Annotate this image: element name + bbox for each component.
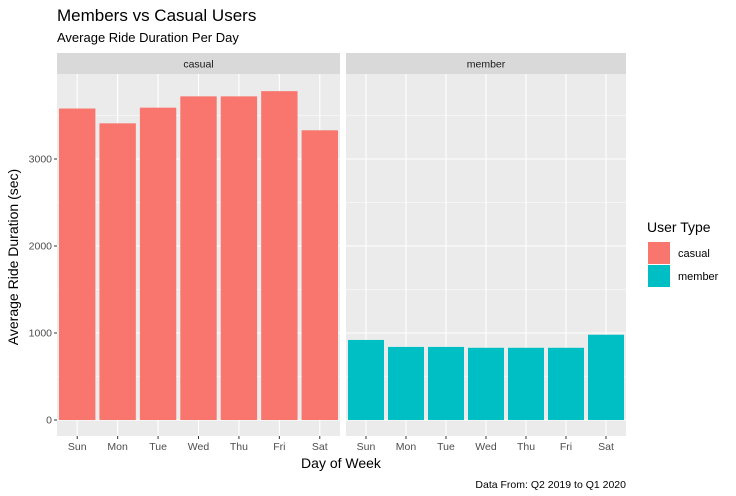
x-tick-label-casual-thu: Thu	[230, 441, 248, 453]
x-axis: Sun Mon Tue Wed Thu Fri Sat Sun Mon Tue Wed Thu Fri S…	[68, 436, 614, 453]
bar-member-tue	[428, 346, 464, 420]
bar-casual-mon	[99, 123, 136, 420]
bar-casual-tue	[139, 107, 177, 421]
x-tick-label-member-fri: Fri	[560, 441, 572, 453]
x-tick-label-casual-fri: Fri	[273, 441, 285, 453]
legend-key-member	[648, 265, 670, 287]
bar-casual-thu	[220, 96, 258, 421]
legend-label-member: member	[678, 271, 719, 283]
x-tick-label-member-mon: Mon	[396, 441, 417, 453]
legend-label-casual: casual	[678, 248, 710, 260]
bar-member-thu	[508, 347, 544, 420]
bar-member-sun	[348, 339, 384, 420]
bar-member-mon	[388, 346, 424, 420]
y-tick-label: 2000	[29, 241, 53, 253]
bar-member-sat	[588, 334, 624, 420]
legend: User Type casual member	[647, 219, 719, 287]
bar-casual-sat	[301, 130, 338, 421]
chart-caption: Data From: Q2 2019 to Q1 2020	[475, 479, 626, 491]
y-axis-title: Average Ride Duration (sec)	[5, 169, 21, 345]
x-tick-label-casual-tue: Tue	[149, 441, 167, 453]
y-tick-label: 3000	[29, 154, 53, 166]
x-axis-title: Day of Week	[301, 455, 382, 471]
legend-key-casual	[648, 242, 670, 264]
facet-panels: casual member	[57, 53, 626, 436]
x-tick-label-casual-sat: Sat	[312, 441, 328, 453]
facet-strip-label-casual: casual	[183, 59, 213, 71]
facet-strip-label-member: member	[467, 59, 506, 71]
x-tick-label-casual-mon: Mon	[107, 441, 128, 453]
y-tick-label: 1000	[29, 328, 53, 340]
x-tick-label-member-tue: Tue	[437, 441, 455, 453]
x-tick-label-member-sat: Sat	[598, 441, 614, 453]
x-tick-label-member-sun: Sun	[357, 441, 376, 453]
x-tick-label-member-wed: Wed	[475, 441, 497, 453]
legend-title: User Type	[647, 219, 711, 235]
y-axis: 0 1000 2000 3000	[29, 154, 57, 427]
bar-casual-wed	[180, 96, 217, 421]
chart-subtitle: Average Ride Duration Per Day	[57, 30, 239, 45]
x-tick-label-member-thu: Thu	[517, 441, 535, 453]
bar-member-fri	[548, 347, 584, 420]
bar-casual-fri	[261, 91, 298, 420]
facet-strip-member	[346, 53, 626, 74]
chart-title: Members vs Casual Users	[57, 6, 256, 25]
bar-member-wed	[468, 347, 504, 420]
x-tick-label-casual-wed: Wed	[188, 441, 210, 453]
x-tick-label-casual-sun: Sun	[68, 441, 87, 453]
bar-casual-sun	[59, 108, 96, 420]
y-tick-label: 0	[46, 415, 52, 427]
facet-strip-casual	[57, 53, 340, 74]
